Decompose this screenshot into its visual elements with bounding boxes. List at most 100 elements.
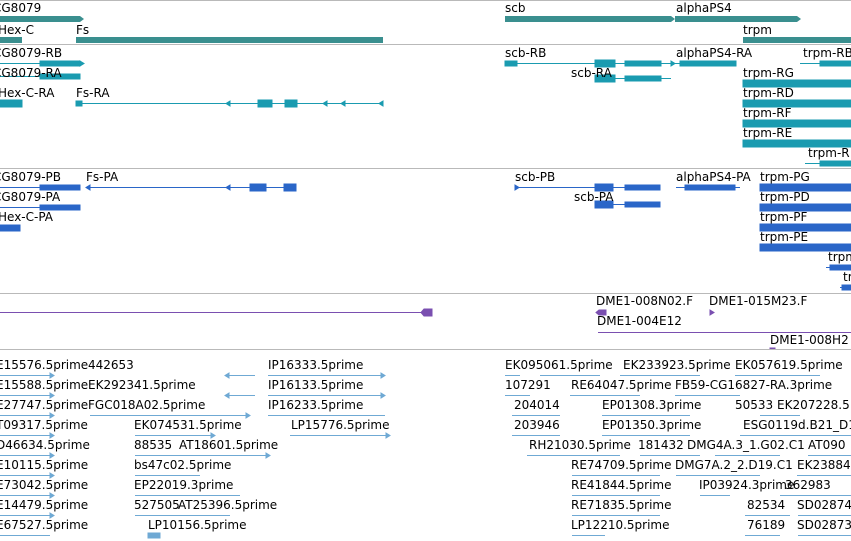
protein-exons-scb-PB[interactable] — [594, 183, 614, 192]
transcript-label-trpm-RF: trpm-RF — [743, 106, 792, 120]
protein-label-alphaPS4-PA: alphaPS4-PA — [676, 170, 751, 184]
protein-exons-CG8079-PB[interactable] — [39, 184, 81, 191]
clone-DME1-008H2-marker[interactable] — [769, 347, 776, 349]
est-label: E27747.5prime — [0, 398, 89, 412]
protein-exons-trpm-PG[interactable] — [759, 183, 851, 192]
est-label: RE71835.5prime — [571, 498, 672, 512]
est-label: EK074531.5prime — [134, 418, 242, 432]
track-separator-transcripts — [0, 168, 851, 169]
est-label: 107291 — [505, 378, 551, 392]
gene-bar-CG8079[interactable] — [0, 16, 80, 22]
est-label: E73042.5prime — [0, 478, 89, 492]
clone-DME1-008N02.F-marker[interactable] — [595, 309, 607, 316]
transcript-exons-trpm-RF[interactable] — [742, 119, 851, 128]
protein-exons-Hex-C-PA[interactable] — [0, 224, 21, 232]
est-label: DMG7A.2_2.D19.C1 — [675, 458, 793, 472]
est-label: EK233923.5prime — [623, 358, 731, 372]
gene-bar-scb[interactable] — [505, 16, 671, 22]
transcript-exons-trpm-RE[interactable] — [742, 139, 851, 148]
gene-arrow-CG8079 — [80, 16, 84, 22]
est-label: E15588.5prime — [0, 378, 89, 392]
protein-exons-scb-PA[interactable] — [594, 200, 614, 209]
est-label: 203946 — [514, 418, 560, 432]
gene-label-Fs: Fs — [76, 23, 90, 37]
transcript-exons-alphaPS4-RA[interactable] — [679, 60, 737, 67]
est-label: AT25396.5prime — [178, 498, 278, 512]
gene-label-Hex-C: Hex-C — [0, 23, 35, 37]
est-label: 76189 — [747, 518, 786, 532]
est-label: EK095061.5prime — [505, 358, 613, 372]
gene-bar-trpm[interactable] — [743, 37, 851, 43]
track-separator-genes — [0, 44, 851, 45]
protein-exons-trpm-2[interactable] — [841, 284, 851, 291]
clone-label-DME1-008H2: DME1-008H2 — [770, 333, 849, 347]
transcript-label-alphaPS4-RA: alphaPS4-RA — [676, 46, 753, 60]
est-label: LP15776.5prime — [291, 418, 390, 432]
protein-label-scb-PB: scb-PB — [515, 170, 556, 184]
transcript-label-CG8079-RB: CG8079-RB — [0, 46, 63, 60]
transcript-exons-Fs-RA[interactable] — [75, 100, 83, 107]
ests-graphics — [0, 372, 851, 539]
protein-label-trpm-1: trpm — [828, 250, 851, 264]
gene-bar-Fs[interactable] — [76, 37, 383, 43]
est-label: EK207228.5 — [777, 398, 850, 412]
protein-label-trpm-2: trpm — [843, 270, 851, 284]
est-label: 88535 — [134, 438, 173, 452]
clone-DME1-015M23.F-marker[interactable] — [709, 309, 715, 316]
gene-arrow-scb — [671, 16, 675, 22]
est-label: 527505 — [134, 498, 180, 512]
genes-graphics — [0, 16, 851, 43]
protein-label-trpm-PD: trpm-PD — [760, 190, 810, 204]
protein-label-trpm-PE: trpm-PE — [760, 230, 809, 244]
transcripts-graphics — [0, 59, 851, 167]
gene-bar-Hex-C[interactable] — [0, 37, 22, 43]
est-label: 442653 — [88, 358, 134, 372]
gene-bar-alphaPS4[interactable] — [675, 16, 797, 22]
est-label: RE74709.5prime — [571, 458, 672, 472]
est-label: SD02874 — [797, 498, 851, 512]
clones-track: DME1-008N02.F DME1-015M23.F DME1-004E12 … — [0, 294, 851, 349]
track-separator-clones — [0, 349, 851, 350]
est-label: EK057619.5prime — [735, 358, 843, 372]
protein-label-CG8079-PB: CG8079-PB — [0, 170, 62, 184]
est-label: IP03924.3prime — [699, 478, 795, 492]
est-label: LP12210.5prime — [571, 518, 670, 532]
est-label: DMG4A.3_1.G02.C1 — [687, 438, 805, 452]
protein-exons-trpm-PF[interactable] — [759, 223, 851, 232]
transcript-exons-trpm-RG[interactable] — [742, 79, 851, 88]
gene-label-trpm: trpm — [743, 23, 772, 37]
est-label: EP01350.3prime — [602, 418, 702, 432]
est-label: E15576.5prime — [0, 358, 89, 372]
transcript-exons-scb-RB[interactable] — [504, 60, 518, 67]
est-label: FGC018A02.5prime — [88, 398, 206, 412]
transcript-exons-scb-RA[interactable] — [594, 74, 616, 83]
transcript-exons-trpm-R[interactable] — [819, 160, 851, 167]
transcript-exons-trpm-RD[interactable] — [742, 99, 851, 108]
clone-label-DME1-004E12: DME1-004E12 — [597, 314, 682, 328]
protein-exons-trpm-1[interactable] — [829, 264, 851, 271]
transcript-exons-trpm-RB[interactable] — [819, 60, 851, 67]
est-label: FB59-CG16827-RA.3prime — [675, 378, 833, 392]
transcript-exons-Hex-C-RA[interactable] — [0, 99, 23, 108]
transcript-exons-CG8079-RA[interactable] — [39, 73, 81, 80]
est-label: RE41844.5prime — [571, 478, 672, 492]
clone-left-end-marker[interactable] — [420, 308, 433, 317]
track-separator-proteins — [0, 293, 851, 294]
est-label: E10115.5prime — [0, 458, 89, 472]
protein-exons-trpm-PE[interactable] — [759, 243, 851, 252]
protein-label-trpm-PF: trpm-PF — [760, 210, 808, 224]
est-label: IP16333.5prime — [268, 358, 364, 372]
est-label: 362983 — [785, 478, 831, 492]
protein-exons-alphaPS4-PA[interactable] — [684, 184, 736, 191]
est-label: AT090 — [808, 438, 846, 452]
ests-track: E15576.5prime 442653 IP16333.5prime EK09… — [0, 350, 851, 541]
protein-exons-CG8079-PA[interactable] — [39, 204, 81, 211]
protein-exons-trpm-PD[interactable] — [759, 203, 851, 212]
protein-exons-Fs-PA[interactable] — [249, 183, 267, 192]
gene-label-alphaPS4: alphaPS4 — [676, 1, 732, 15]
proteins-track: CG8079-PB Fs-PA CG8079-PA Hex-C-PA scb-P… — [0, 169, 851, 293]
gene-label-CG8079: CG8079 — [0, 1, 42, 15]
transcript-label-trpm-RG: trpm-RG — [743, 66, 794, 80]
protein-label-scb-PA: scb-PA — [574, 190, 614, 204]
est-label: EP01308.3prime — [602, 398, 702, 412]
